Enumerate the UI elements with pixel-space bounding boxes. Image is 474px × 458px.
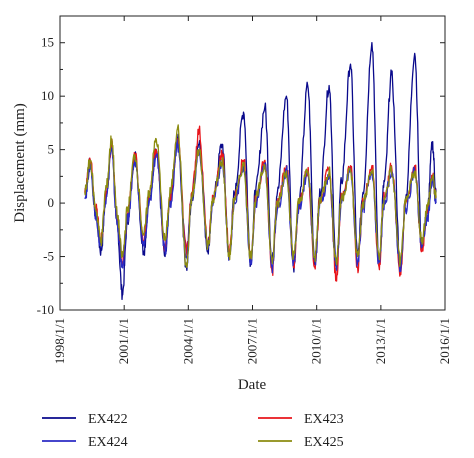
x-tick-label: 2010/1/1	[309, 318, 324, 364]
x-axis: 1998/1/1 2001/1/1 2004/1/1 2007/1/1 2010/1/1…	[52, 16, 452, 364]
x-tick-label: 2007/1/1	[245, 318, 260, 364]
legend-label-ex423: EX423	[304, 412, 344, 427]
x-tick-label: 2016/1/1	[437, 318, 452, 364]
x-tick-label: 2004/1/1	[180, 318, 195, 364]
y-axis-title: Displacement (mm)	[12, 103, 28, 223]
y-tick-label: 10	[41, 88, 54, 103]
legend-label-ex424: EX424	[88, 435, 128, 450]
legend-label-ex425: EX425	[304, 435, 344, 450]
y-tick-label: -10	[37, 302, 54, 317]
x-tick-label: 1998/1/1	[52, 318, 67, 364]
y-tick-label: 15	[41, 35, 54, 50]
legend: EX422 EX423 EX424 EX425	[42, 412, 344, 450]
plot-frame	[59, 15, 446, 311]
x-tick-label: 2013/1/1	[373, 318, 388, 364]
series-line-ex425	[84, 124, 437, 268]
x-axis-title: Date	[238, 377, 267, 393]
y-tick-label: 5	[48, 142, 55, 157]
legend-label-ex422: EX422	[88, 412, 128, 427]
y-tick-label: 0	[48, 195, 55, 210]
y-tick-label: -5	[43, 249, 54, 264]
y-axis: -10 -5 0 5 10 15	[37, 15, 445, 317]
x-tick-label: 2001/1/1	[116, 318, 131, 364]
series-layer	[84, 42, 437, 301]
